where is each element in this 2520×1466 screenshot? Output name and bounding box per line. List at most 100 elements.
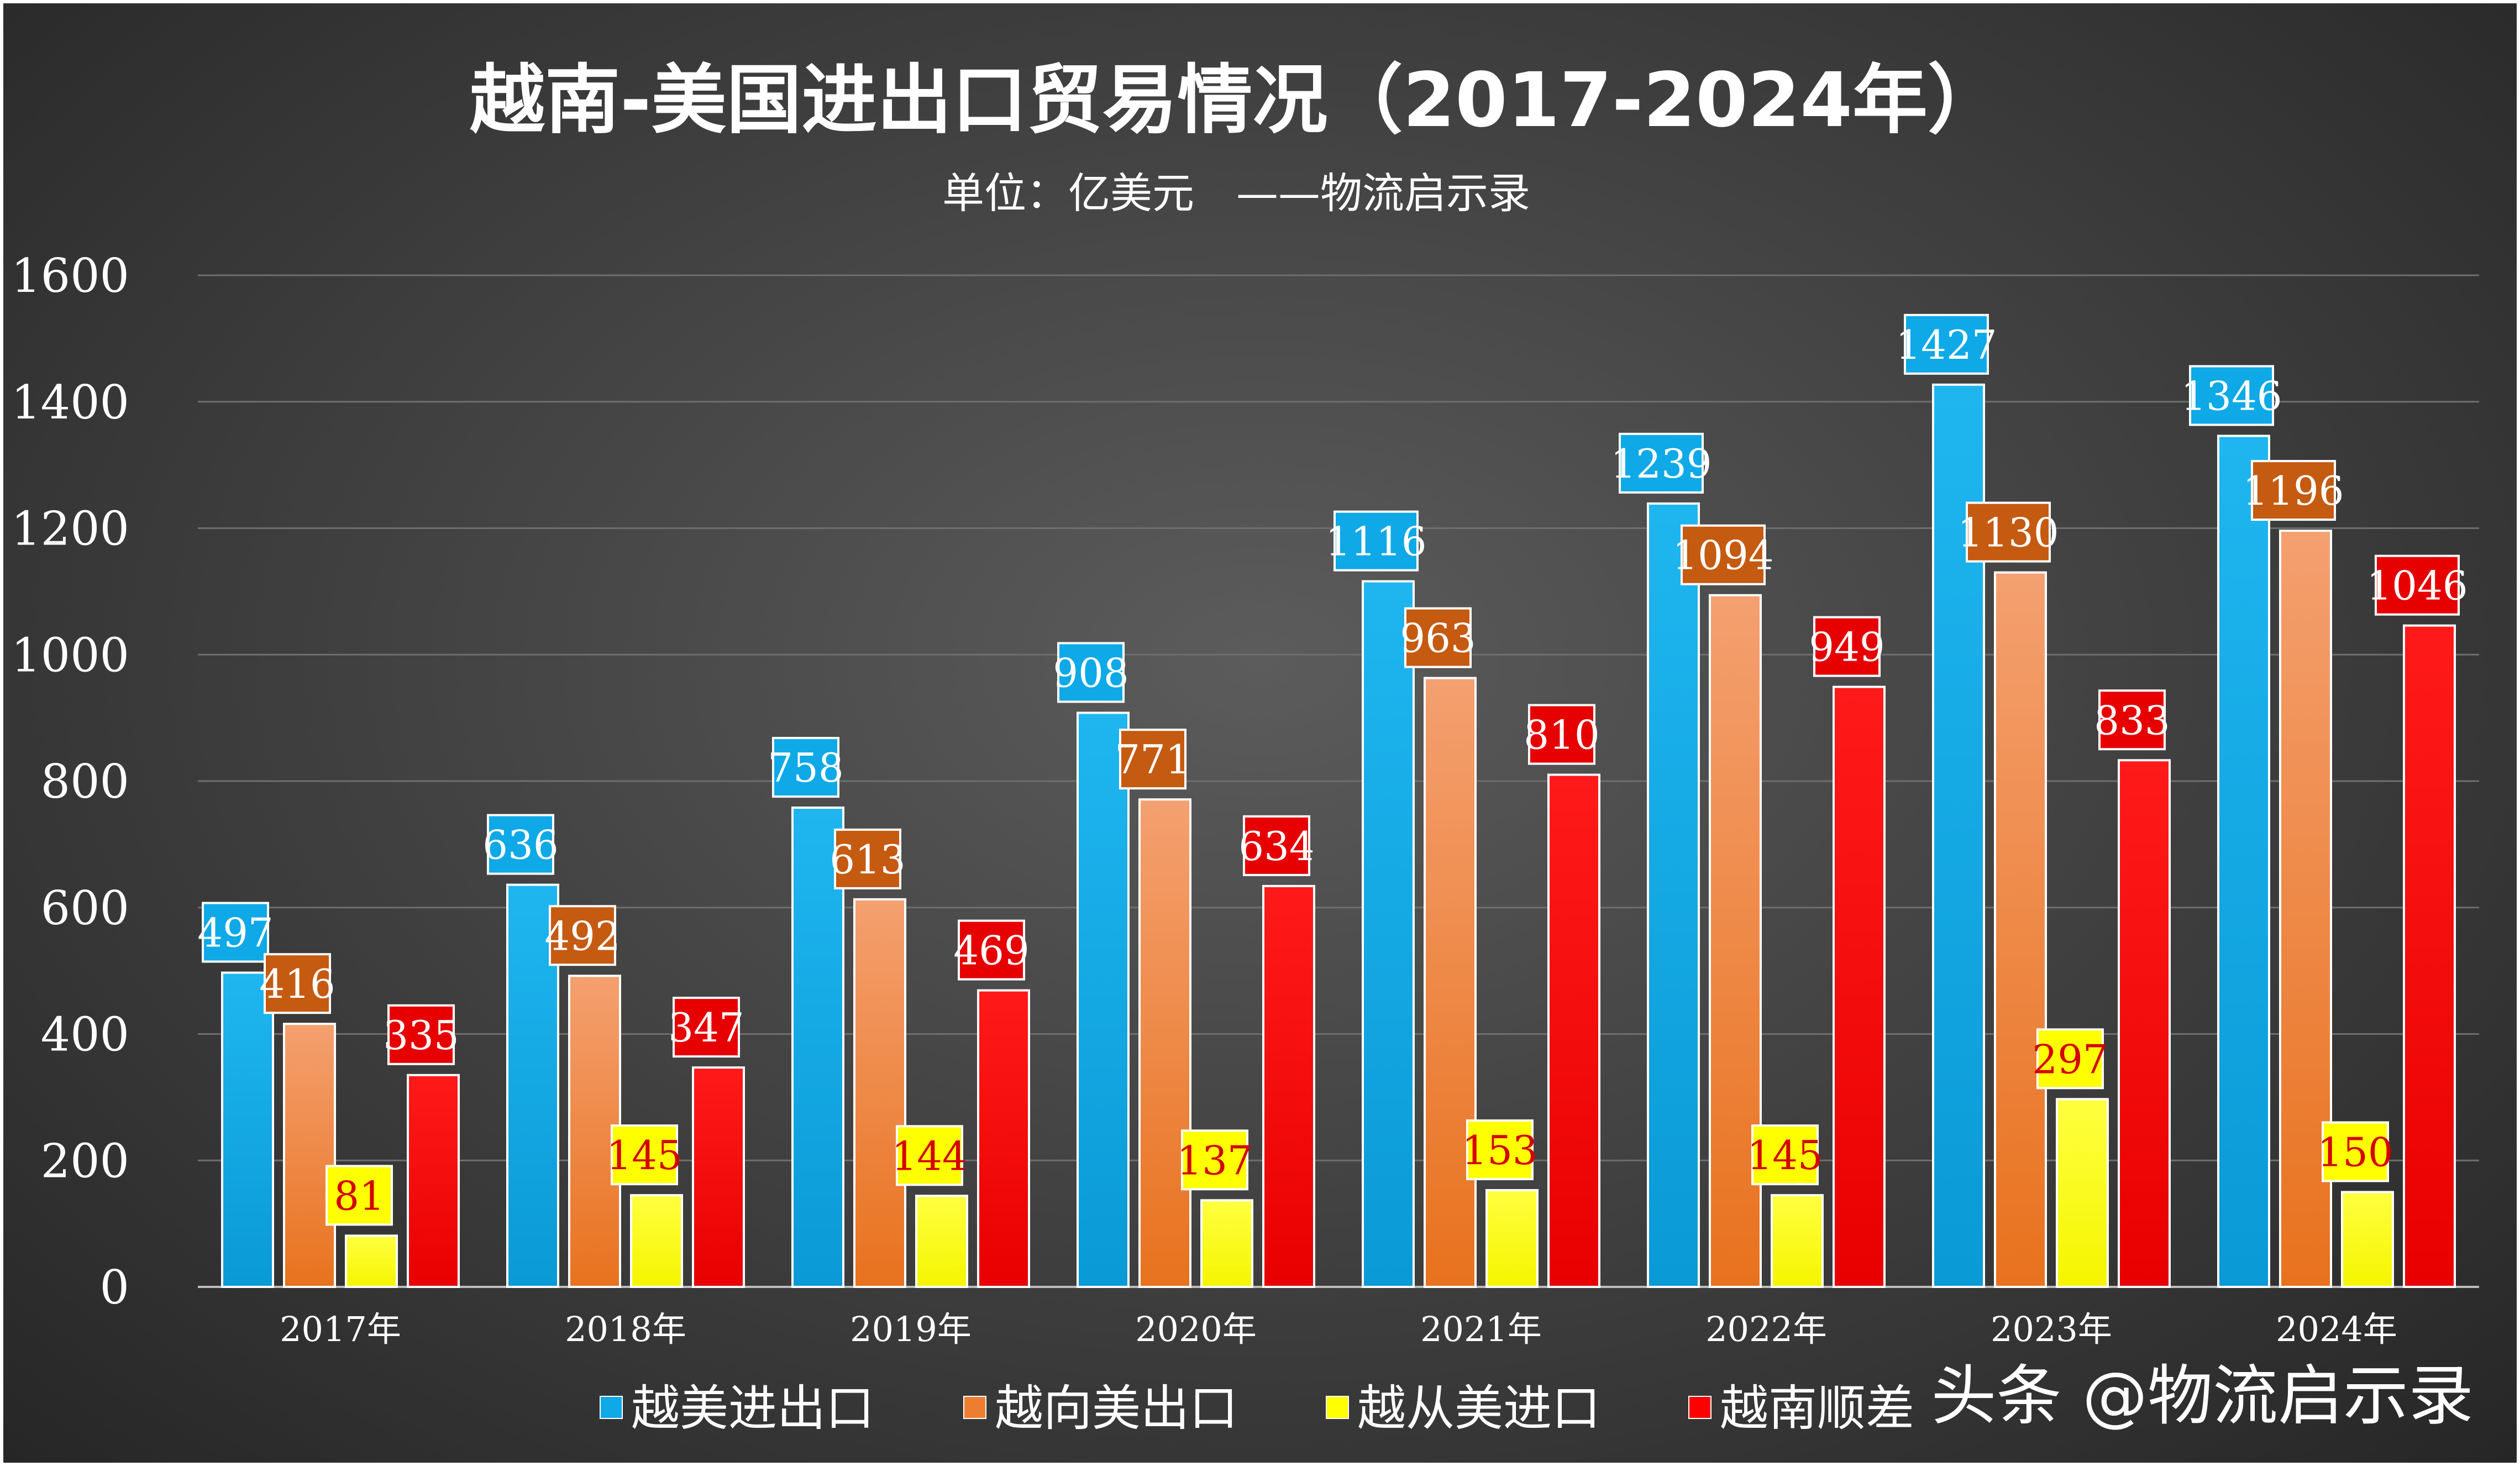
chart-subtitle: 单位：亿美元 ——物流启示录 (942, 169, 1530, 218)
data-label: 145 (1747, 1132, 1823, 1179)
legend-swatch (1326, 1396, 1349, 1419)
data-label: 1116 (1325, 519, 1426, 565)
data-label: 634 (1238, 823, 1314, 870)
bar-4-3 (977, 989, 1030, 1289)
chart-title: 越南-美国进出口贸易情况（2017-2024年） (470, 57, 2003, 144)
data-labels: 497 416 81 335 636 492 145 347 758 613 144 469 908 77… (197, 313, 2468, 1226)
data-label: 636 (482, 822, 558, 868)
legend-swatch (963, 1396, 986, 1419)
x-tick-label: 2023年 (1991, 1309, 2112, 1349)
bar-2-5 (1424, 677, 1477, 1288)
data-label: 347 (668, 1004, 744, 1051)
data-label: 1346 (2181, 373, 2282, 420)
bar-3-4 (1200, 1199, 1253, 1288)
data-label: 297 (2032, 1036, 2108, 1082)
y-tick-label: 800 (41, 755, 129, 809)
data-label: 1130 (1957, 510, 2059, 556)
data-label-box (2036, 1028, 2104, 1090)
data-label: 963 (1400, 615, 1476, 662)
data-label: 497 (197, 910, 273, 956)
y-tick-label: 1000 (11, 628, 129, 682)
data-label-box (2098, 689, 2166, 751)
bar-chart: 越南-美国进出口贸易情况（2017-2024年） 单位：亿美元 ——物流启示录 … (11, 57, 2479, 1437)
data-label: 137 (1177, 1137, 1252, 1184)
x-tick-label: 2019年 (850, 1309, 972, 1349)
data-label: 492 (544, 913, 620, 959)
data-label-box (1528, 704, 1595, 765)
data-label-box (1966, 501, 2051, 563)
legend: 越美进出口 越向美出口 越从美进口 越南顺差 (600, 1380, 1914, 1437)
data-label: 144 (891, 1133, 967, 1179)
bars (221, 383, 2456, 1289)
bar-4-4 (1262, 884, 1315, 1289)
y-tick-label: 200 (41, 1134, 129, 1188)
data-label-box (1057, 642, 1125, 703)
data-label-box (326, 1165, 393, 1226)
data-label-box (487, 814, 554, 875)
data-label: 1196 (2243, 468, 2344, 514)
bar-4-8 (2403, 624, 2456, 1288)
bar-3-7 (2056, 1098, 2109, 1289)
data-label-box (1751, 1124, 1819, 1186)
x-tick-label: 2017年 (280, 1309, 401, 1349)
data-label-box (2189, 365, 2274, 426)
data-label: 758 (768, 745, 843, 791)
y-axis-ticks: 0 200 400 600 800 1000 1200 1400 1600 (11, 249, 129, 1315)
data-label-box (611, 1124, 678, 1186)
data-label: 1046 (2366, 563, 2468, 609)
data-label: 153 (1462, 1127, 1537, 1174)
data-label-box (387, 1004, 455, 1065)
watermark: 头条 @物流启示录 (1931, 1358, 2474, 1434)
data-label-box (896, 1125, 963, 1186)
y-tick-label: 1200 (11, 502, 129, 556)
data-label-box (673, 997, 740, 1058)
y-tick-label: 1400 (11, 375, 129, 430)
data-label-box (1813, 616, 1881, 677)
data-label: 1094 (1672, 532, 1773, 579)
data-label-box (1681, 524, 1766, 585)
data-label-box (202, 902, 269, 963)
data-label-box (1404, 607, 1472, 668)
x-tick-label: 2020年 (1135, 1309, 1257, 1349)
x-tick-label: 2021年 (1420, 1309, 1542, 1349)
bar-1-1 (221, 971, 274, 1288)
data-label: 150 (2317, 1129, 2393, 1175)
data-label: 810 (1524, 712, 1599, 758)
data-label-box (1181, 1129, 1248, 1191)
data-label-box (834, 828, 901, 889)
data-label-box (1466, 1119, 1534, 1181)
data-label: 1427 (1896, 322, 1997, 368)
legend-label: 越向美出口 (995, 1380, 1238, 1437)
y-tick-label: 400 (41, 1008, 129, 1062)
data-label: 833 (2094, 697, 2170, 744)
data-label-box (1243, 815, 1310, 876)
bar-4-5 (1547, 773, 1600, 1288)
data-label-box (1904, 313, 1989, 375)
bar-2-1 (283, 1023, 336, 1288)
bar-1-8 (2217, 434, 2270, 1289)
data-label: 416 (259, 961, 335, 1007)
data-label-box (2322, 1121, 2389, 1182)
data-label: 335 (383, 1012, 459, 1059)
data-label: 81 (334, 1172, 385, 1219)
bar-2-3 (853, 898, 906, 1288)
bar-3-8 (2341, 1191, 2394, 1288)
data-label-box (772, 737, 839, 798)
x-tick-label: 2024年 (2276, 1309, 2397, 1349)
chart-area: 越南-美国进出口贸易情况（2017-2024年） 单位：亿美元 ——物流启示录 … (3, 3, 2517, 1463)
data-label: 469 (953, 928, 1029, 974)
y-tick-label: 1600 (11, 249, 129, 303)
data-label: 949 (1809, 624, 1884, 671)
data-label-box (1119, 729, 1186, 790)
legend-label: 越南顺差 (1720, 1380, 1914, 1437)
bar-3-1 (345, 1234, 398, 1288)
data-label-box (2251, 460, 2336, 521)
bar-3-6 (1771, 1194, 1824, 1288)
bar-4-7 (2118, 759, 2171, 1288)
legend-label: 越从美进口 (1357, 1380, 1600, 1437)
data-label: 613 (830, 836, 905, 883)
bar-3-5 (1485, 1189, 1539, 1289)
bar-4-1 (407, 1074, 460, 1288)
data-label: 145 (606, 1132, 682, 1179)
bar-4-2 (692, 1066, 745, 1289)
